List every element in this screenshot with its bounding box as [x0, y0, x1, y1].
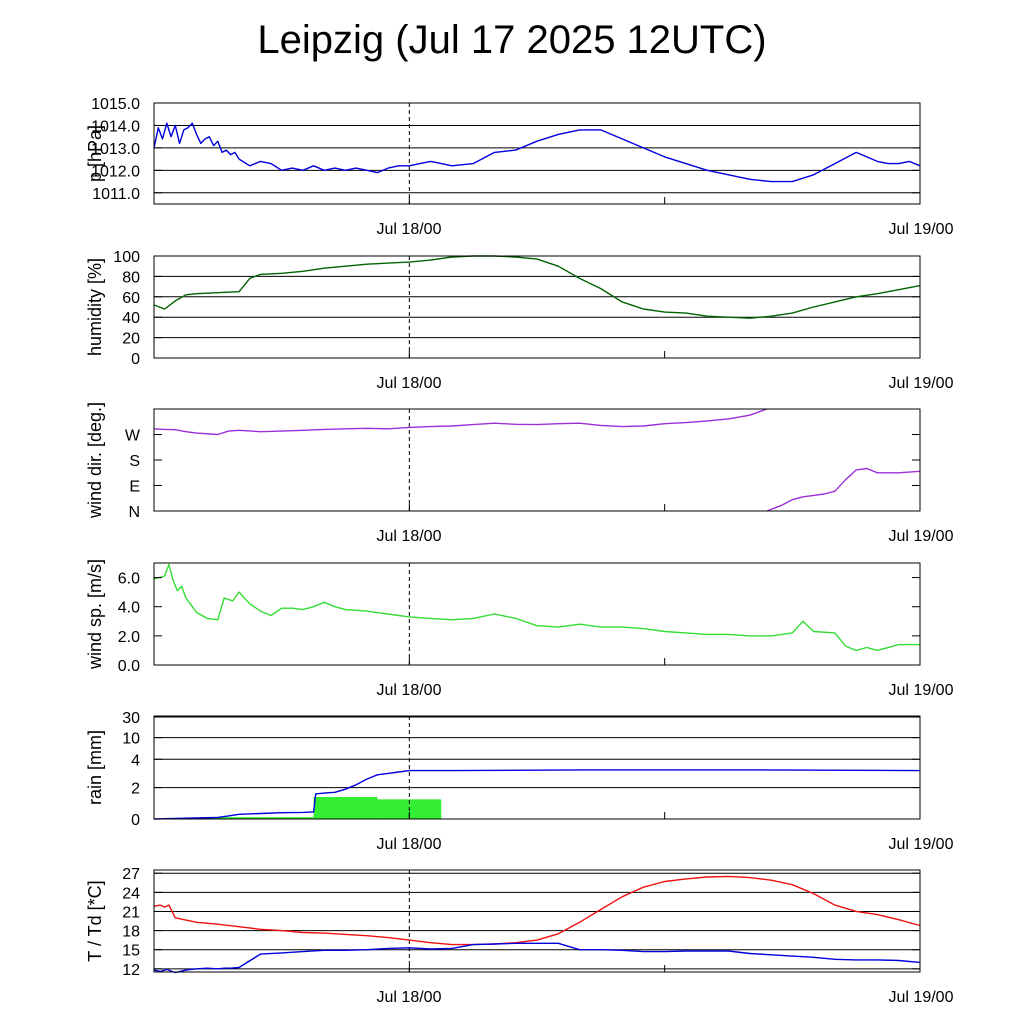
y-tick-label: 0: [131, 351, 140, 368]
x-tick-label-jul19: Jul 19/00: [889, 989, 954, 1006]
x-tick-label-jul18: Jul 18/00: [377, 221, 442, 238]
y-tick-label: 4: [131, 752, 140, 769]
y-tick-label: 15: [122, 943, 140, 960]
panel-6: 12 15 18 21 24 27 T / Td [*C] Jul 18/00 Jul 19/0…: [85, 866, 954, 1006]
y-axis-label: wind dir. [deg.]: [85, 402, 105, 519]
series-line-2: [766, 467, 921, 512]
y-tick-label: 80: [122, 269, 140, 286]
y-tick-label: 1014.0: [91, 118, 140, 135]
x-tick-label-jul19: Jul 19/00: [889, 375, 954, 392]
x-tick-label-jul18: Jul 18/00: [377, 682, 442, 699]
y-tick-label: N: [128, 504, 140, 521]
y-tick-label: W: [125, 428, 141, 445]
y-tick-label: 40: [122, 310, 140, 327]
plot-frame: [153, 255, 921, 359]
y-tick-label: 2.0: [118, 629, 140, 646]
panel-4: 0.0 2.0 4.0 6.0 wind sp. [m/s] Jul 18/00 Jul 1…: [85, 559, 954, 699]
x-tick-label-jul18: Jul 18/00: [377, 989, 442, 1006]
y-tick-label: 0: [131, 812, 140, 829]
y-axis-label: T / Td [*C]: [85, 880, 105, 961]
y-tick-label: 1015.0: [91, 96, 140, 113]
series-line-1: [153, 255, 921, 319]
series-line-1: [153, 122, 921, 183]
page-title: Leipzig (Jul 17 2025 12UTC): [257, 18, 767, 62]
y-tick-label: 30: [122, 710, 140, 727]
y-tick-label: 18: [122, 924, 140, 941]
x-tick-label-jul19: Jul 19/00: [889, 221, 954, 238]
y-tick-label: 21: [122, 904, 140, 921]
y-tick-label: 100: [113, 249, 140, 266]
y-tick-label: 2: [131, 781, 140, 798]
series-line-1: [153, 563, 920, 652]
plot-frame: [153, 102, 921, 205]
panel-2: 0 20 40 60 80 100 humidity [%] Jul 18/00 Jul 19/…: [85, 249, 954, 392]
y-tick-label: 60: [122, 290, 140, 307]
y-tick-label: 0.0: [118, 658, 140, 675]
series-line-1: [153, 769, 921, 820]
x-tick-label-jul18: Jul 18/00: [377, 836, 442, 853]
y-axis-label: p [hPa]: [85, 125, 105, 182]
y-tick-label: 1012.0: [91, 163, 140, 180]
y-tick-label: 4.0: [118, 600, 140, 617]
y-tick-label: 27: [122, 866, 140, 883]
y-axis-label: rain [mm]: [85, 730, 105, 805]
y-axis-label: wind sp. [m/s]: [85, 559, 105, 670]
y-tick-label: 24: [122, 885, 140, 902]
y-axis-label: humidity [%]: [85, 258, 105, 356]
plot-frame: [153, 869, 921, 973]
y-tick-label: 1013.0: [91, 141, 140, 158]
y-tick-label: 10: [122, 731, 140, 748]
panel-1: 1011.0 1012.0 1013.0 1014.0 1015.0 p [hPa] Jul…: [85, 96, 954, 238]
x-tick-label-jul19: Jul 19/00: [889, 682, 954, 699]
y-tick-label: 1011.0: [92, 186, 140, 203]
rain-bar-2: [217, 817, 314, 819]
y-tick-label: 20: [122, 331, 140, 348]
series-line-1: [153, 875, 921, 946]
x-tick-label-jul19: Jul 19/00: [889, 528, 954, 545]
y-tick-label: E: [129, 479, 140, 496]
plot-frame: [153, 715, 921, 820]
series-line-1: [153, 408, 768, 436]
plot-frame: [153, 562, 921, 666]
panel-5: 0 2 4 10 30 rain [mm] Jul 18/00 Jul 19/00: [85, 710, 954, 853]
series-line-2: [153, 942, 921, 974]
y-tick-label: 12: [122, 962, 140, 979]
x-tick-label-jul18: Jul 18/00: [377, 375, 442, 392]
x-tick-label-jul18: Jul 18/00: [377, 528, 442, 545]
x-tick-label-jul19: Jul 19/00: [889, 836, 954, 853]
y-tick-label: 6.0: [118, 571, 140, 588]
rain-bar-3: [313, 797, 378, 819]
y-tick-label: S: [129, 453, 140, 470]
